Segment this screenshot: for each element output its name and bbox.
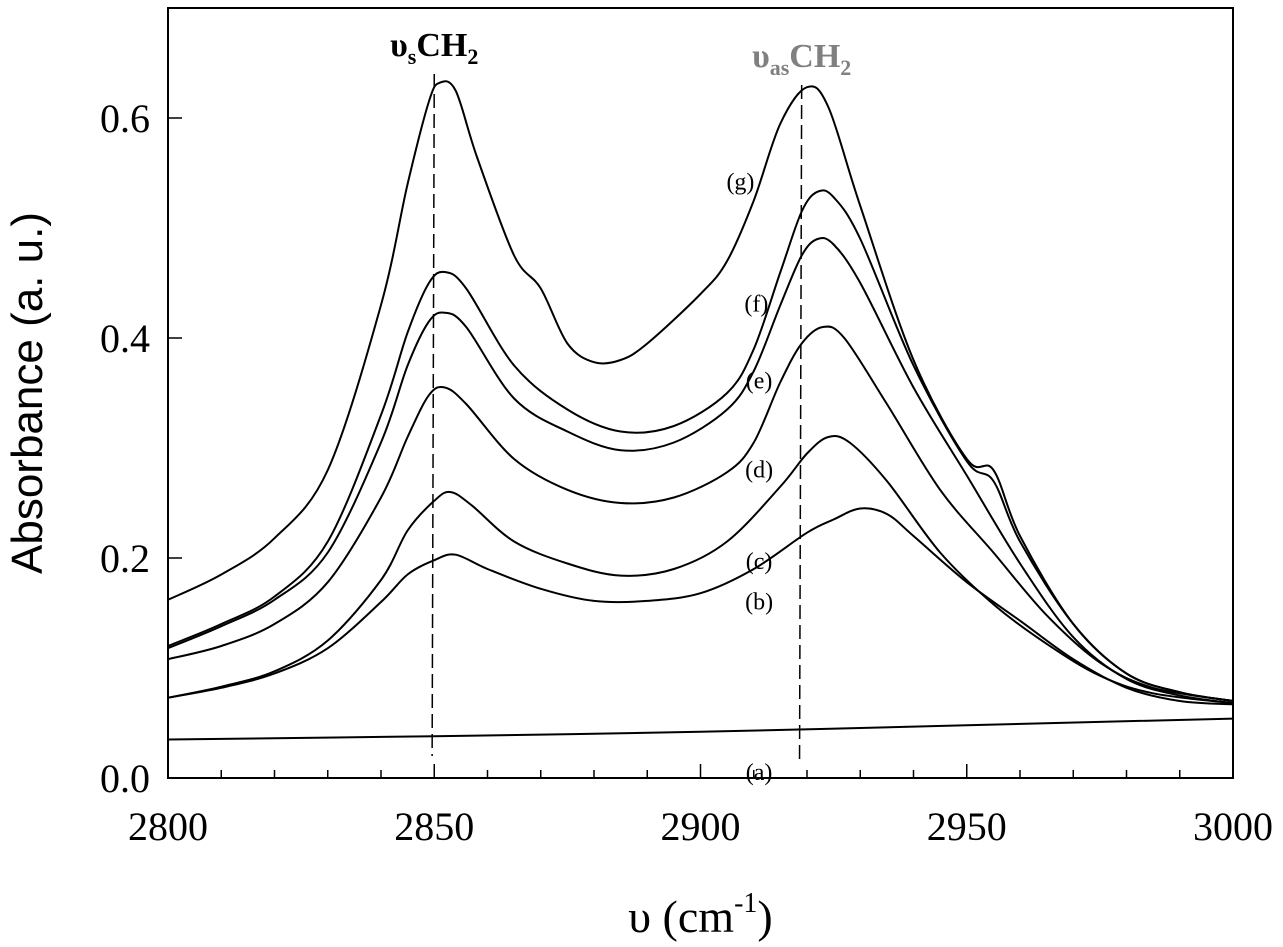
series-label: (e) — [746, 369, 773, 395]
x-tick-label: 3000 — [1193, 804, 1273, 849]
x-tick-label: 2900 — [661, 804, 741, 849]
series-line — [167, 237, 1234, 705]
axis-ticks: 2800 2850 2900 2950 3000 0.0 0.2 0.4 0.6 — [100, 96, 1273, 849]
x-axis-label-close: ) — [757, 891, 772, 942]
series-line — [167, 435, 1234, 705]
x-axis-label-unit: (cm — [651, 891, 734, 942]
series-labels: (a) (b) (c) (d) (e) (f) (g) — [726, 170, 773, 787]
series-label: (b) — [745, 590, 773, 616]
series-line — [167, 507, 1234, 706]
series-line — [167, 189, 1234, 702]
series-label: (f) — [744, 292, 768, 318]
series-label: (c) — [746, 549, 773, 575]
x-axis-label: υ (cm-1) — [628, 888, 772, 942]
peak-reference-line — [431, 73, 435, 757]
x-tick-label: 2850 — [394, 804, 474, 849]
y-axis-label: Absorbance (a. u.) — [3, 212, 52, 574]
y-tick-label: 0.0 — [100, 756, 150, 801]
y-tick-label: 0.4 — [100, 316, 150, 361]
y-tick-label: 0.2 — [100, 536, 150, 581]
x-axis-label-symbol: υ — [628, 891, 651, 942]
peak-label: υsCH2 — [390, 27, 478, 69]
x-axis-label-exponent: -1 — [734, 888, 757, 919]
y-tick-label: 0.6 — [100, 96, 150, 141]
x-tick-label: 2950 — [927, 804, 1007, 849]
series-label: (d) — [745, 458, 773, 484]
series-line — [167, 325, 1234, 702]
plot-frame — [167, 7, 1234, 779]
peak-label: υasCH2 — [752, 38, 851, 80]
series-layer — [167, 80, 1234, 741]
series-line — [167, 80, 1234, 702]
peak-reference-line — [798, 84, 803, 761]
series-label: (g) — [726, 170, 754, 196]
series-label: (a) — [746, 760, 773, 786]
reference-lines: υsCH2 υasCH2 — [390, 27, 851, 761]
x-tick-label: 2800 — [128, 804, 208, 849]
series-line — [167, 717, 1234, 741]
